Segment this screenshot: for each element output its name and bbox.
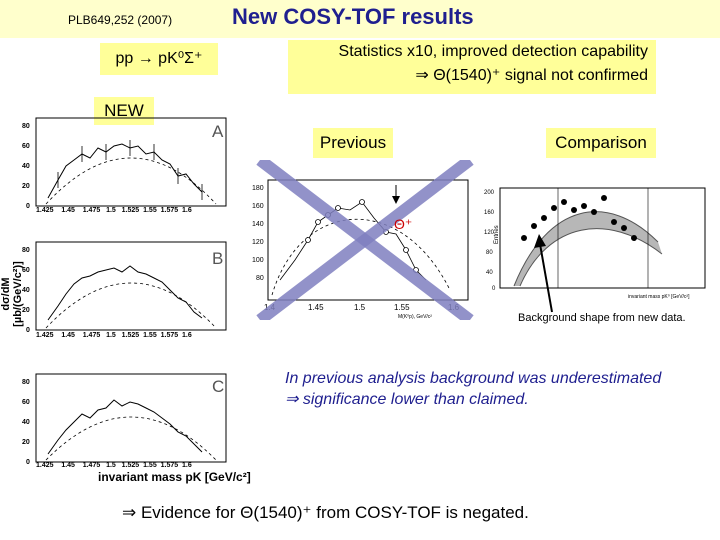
new-results-plots: 80 60 40 20 0 80 60 40 20 0 80 60 40 20 … bbox=[22, 117, 227, 466]
conclusion-text: ⇒ Evidence for Θ(1540)⁺ from COSY-TOF is… bbox=[122, 503, 529, 522]
reaction-box: pp → pK⁰Σ⁺ bbox=[100, 43, 218, 75]
analysis-text: In previous analysis background was unde… bbox=[285, 368, 715, 410]
theta-label: Θ⁺ bbox=[394, 216, 413, 232]
svg-text:20: 20 bbox=[22, 307, 30, 314]
panel-a-letter: A bbox=[212, 122, 224, 141]
svg-text:80: 80 bbox=[22, 247, 30, 254]
comp-y-tick: 200 bbox=[484, 190, 495, 196]
comparison-label: Comparison bbox=[546, 128, 656, 158]
background-note: Background shape from new data. bbox=[518, 312, 686, 324]
panel-b-letter: B bbox=[212, 249, 224, 268]
prev-x-tick: 1.55 bbox=[394, 303, 410, 312]
panel-c-x-ticks: 1.425 1.45 1.475 1.5 1.525 1.55 1.575 1.… bbox=[36, 462, 192, 469]
prev-y-tick: 140 bbox=[252, 221, 264, 228]
comp-y-label: Entries bbox=[494, 225, 500, 244]
title-bar bbox=[0, 0, 720, 38]
svg-text:80: 80 bbox=[22, 379, 30, 386]
panel-c-letter: C bbox=[212, 377, 225, 396]
background-arrow bbox=[534, 234, 553, 313]
y-axis-label: dσ/dM [µb/(GeV/c²)] bbox=[0, 261, 24, 327]
comp-y-tick: 120 bbox=[484, 230, 495, 236]
comp-y-tick: 80 bbox=[486, 250, 493, 256]
panel-a-x-ticks: 1.425 1.45 1.475 1.5 1.525 1.55 1.575 1.… bbox=[36, 207, 192, 214]
comp-y-tick: 0 bbox=[492, 286, 496, 292]
cross-line-2 bbox=[256, 160, 474, 320]
comparison-plot: 200 160 120 80 40 0 invariant mass pK⁰ [… bbox=[484, 187, 706, 300]
prev-x-tick: 1.45 bbox=[308, 303, 324, 312]
prev-y-tick: 180 bbox=[252, 185, 264, 192]
svg-text:60: 60 bbox=[22, 267, 30, 274]
svg-text:0: 0 bbox=[26, 203, 30, 210]
x-axis-label: invariant mass pK [GeV/c²] bbox=[98, 470, 251, 484]
svg-text:40: 40 bbox=[22, 419, 30, 426]
panel-c-plot bbox=[35, 373, 227, 463]
panel-b-x-ticks: 1.425 1.45 1.475 1.5 1.525 1.55 1.575 1.… bbox=[36, 332, 192, 339]
prev-y-tick: 160 bbox=[252, 203, 264, 210]
svg-text:40: 40 bbox=[22, 287, 30, 294]
panel-b-plot bbox=[35, 241, 227, 331]
comp-y-tick: 160 bbox=[484, 210, 495, 216]
svg-text:20: 20 bbox=[22, 183, 30, 190]
prev-y-tick: 120 bbox=[252, 239, 264, 246]
prev-y-tick: 80 bbox=[256, 275, 264, 282]
analysis-line-1: In previous analysis background was unde… bbox=[285, 370, 662, 387]
svg-text:20: 20 bbox=[22, 439, 30, 446]
new-label: NEW bbox=[94, 97, 154, 125]
svg-text:0: 0 bbox=[26, 459, 30, 466]
svg-text:60: 60 bbox=[22, 399, 30, 406]
statistics-line-2: ⇒ Θ(1540)⁺ signal not confirmed bbox=[415, 67, 648, 84]
comp-x-label: invariant mass pK⁰ [GeV/c²] bbox=[628, 294, 690, 300]
svg-text:60: 60 bbox=[22, 143, 30, 150]
previous-label: Previous bbox=[313, 128, 393, 158]
svg-text:80: 80 bbox=[22, 123, 30, 130]
panel-a-plot bbox=[35, 117, 227, 207]
svg-text:40: 40 bbox=[22, 163, 30, 170]
page-title: New COSY-TOF results bbox=[232, 4, 474, 29]
comp-y-tick: 40 bbox=[486, 270, 493, 276]
prev-x-tick: 1.5 bbox=[354, 303, 366, 312]
svg-text:0: 0 bbox=[26, 327, 30, 334]
prev-x-label: M(K⁰p), GeV/c² bbox=[398, 314, 432, 320]
reference-citation: PLB649,252 (2007) bbox=[68, 13, 173, 27]
statistics-line-1: Statistics x10, improved detection capab… bbox=[338, 43, 648, 60]
prev-y-tick: 100 bbox=[252, 257, 264, 264]
previous-plot: 180 160 140 120 100 80 1.4 1.45 1.5 1.55… bbox=[252, 160, 474, 320]
analysis-line-2: ⇒ significance lower than claimed. bbox=[285, 391, 529, 408]
statistics-box: Statistics x10, improved detection capab… bbox=[288, 40, 656, 94]
